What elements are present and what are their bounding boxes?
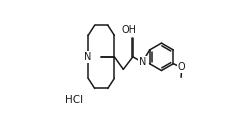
- Text: O: O: [178, 62, 186, 72]
- Text: HCl: HCl: [65, 95, 83, 105]
- Text: N: N: [84, 52, 92, 62]
- Text: OH: OH: [122, 25, 137, 35]
- Text: N: N: [139, 57, 146, 67]
